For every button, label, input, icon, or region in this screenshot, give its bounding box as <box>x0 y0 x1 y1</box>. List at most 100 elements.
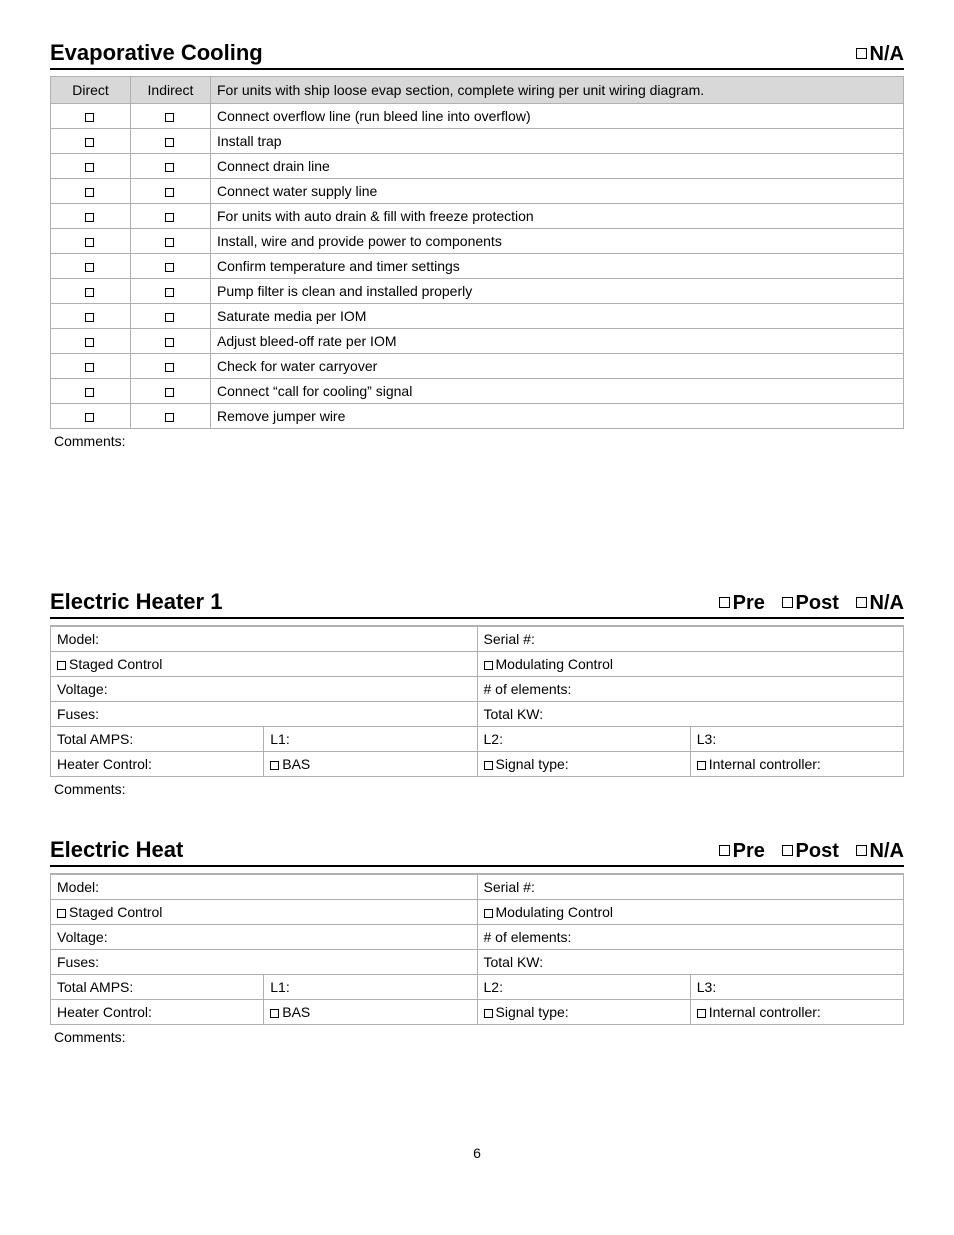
checkbox-direct-cell[interactable] <box>51 329 131 354</box>
field-bas[interactable]: BAS <box>264 1000 477 1025</box>
checkbox-indirect[interactable] <box>165 413 174 422</box>
field-serial[interactable]: Serial #: <box>477 874 904 900</box>
checkbox-staged[interactable] <box>57 661 66 670</box>
checkbox-direct[interactable] <box>85 313 94 322</box>
field-fuses[interactable]: Fuses: <box>51 702 478 727</box>
field-staged[interactable]: Staged Control <box>51 900 478 925</box>
checkbox-direct-cell[interactable] <box>51 279 131 304</box>
checkbox-na[interactable] <box>856 597 867 608</box>
checkbox-internal-controller[interactable] <box>697 761 706 770</box>
field-modulating[interactable]: Modulating Control <box>477 900 904 925</box>
field-l1[interactable]: L1: <box>264 727 477 752</box>
checkbox-modulating[interactable] <box>484 909 493 918</box>
field-voltage[interactable]: Voltage: <box>51 677 478 702</box>
checkbox-direct-cell[interactable] <box>51 229 131 254</box>
checkbox-signal-type[interactable] <box>484 1009 493 1018</box>
checkbox-internal-controller[interactable] <box>697 1009 706 1018</box>
field-l2[interactable]: L2: <box>477 975 690 1000</box>
checkbox-indirect-cell[interactable] <box>131 379 211 404</box>
field-l3[interactable]: L3: <box>690 975 903 1000</box>
checkbox-direct[interactable] <box>85 288 94 297</box>
checkbox-indirect-cell[interactable] <box>131 254 211 279</box>
field-elements[interactable]: # of elements: <box>477 925 904 950</box>
field-voltage[interactable]: Voltage: <box>51 925 478 950</box>
checkbox-indirect[interactable] <box>165 288 174 297</box>
field-total-amps[interactable]: Total AMPS: <box>51 727 264 752</box>
checkbox-direct[interactable] <box>85 138 94 147</box>
checkbox-indirect[interactable] <box>165 313 174 322</box>
field-internal-controller[interactable]: Internal controller: <box>690 752 903 777</box>
field-modulating[interactable]: Modulating Control <box>477 652 904 677</box>
field-bas[interactable]: BAS <box>264 752 477 777</box>
checkbox-na[interactable] <box>856 48 867 59</box>
checkbox-direct[interactable] <box>85 238 94 247</box>
checkbox-indirect-cell[interactable] <box>131 329 211 354</box>
checkbox-direct-cell[interactable] <box>51 404 131 429</box>
field-model[interactable]: Model: <box>51 626 478 652</box>
checkbox-direct-cell[interactable] <box>51 104 131 129</box>
checkbox-indirect[interactable] <box>165 213 174 222</box>
field-total-amps[interactable]: Total AMPS: <box>51 975 264 1000</box>
checkbox-indirect-cell[interactable] <box>131 404 211 429</box>
checkbox-direct-cell[interactable] <box>51 204 131 229</box>
field-l1[interactable]: L1: <box>264 975 477 1000</box>
checkbox-direct[interactable] <box>85 213 94 222</box>
checkbox-post[interactable] <box>782 597 793 608</box>
checkbox-indirect-cell[interactable] <box>131 204 211 229</box>
checkbox-na[interactable] <box>856 845 867 856</box>
field-l2[interactable]: L2: <box>477 727 690 752</box>
field-staged[interactable]: Staged Control <box>51 652 478 677</box>
checkbox-modulating[interactable] <box>484 661 493 670</box>
checkbox-indirect-cell[interactable] <box>131 104 211 129</box>
field-total-kw[interactable]: Total KW: <box>477 950 904 975</box>
field-elements[interactable]: # of elements: <box>477 677 904 702</box>
field-l3[interactable]: L3: <box>690 727 903 752</box>
checkbox-indirect[interactable] <box>165 138 174 147</box>
checkbox-direct-cell[interactable] <box>51 354 131 379</box>
checkbox-indirect[interactable] <box>165 163 174 172</box>
field-total-kw[interactable]: Total KW: <box>477 702 904 727</box>
checkbox-direct-cell[interactable] <box>51 304 131 329</box>
checkbox-indirect-cell[interactable] <box>131 154 211 179</box>
checkbox-bas[interactable] <box>270 761 279 770</box>
checkbox-direct[interactable] <box>85 263 94 272</box>
checkbox-indirect[interactable] <box>165 263 174 272</box>
checkbox-indirect-cell[interactable] <box>131 229 211 254</box>
checkbox-indirect-cell[interactable] <box>131 279 211 304</box>
checkbox-direct[interactable] <box>85 163 94 172</box>
checkbox-post[interactable] <box>782 845 793 856</box>
checkbox-indirect[interactable] <box>165 338 174 347</box>
checkbox-indirect[interactable] <box>165 238 174 247</box>
checkbox-direct[interactable] <box>85 413 94 422</box>
field-signal-type[interactable]: Signal type: <box>477 752 690 777</box>
checkbox-pre[interactable] <box>719 597 730 608</box>
field-internal-controller[interactable]: Internal controller: <box>690 1000 903 1025</box>
checkbox-indirect[interactable] <box>165 113 174 122</box>
field-heater-control[interactable]: Heater Control: <box>51 1000 264 1025</box>
checkbox-direct-cell[interactable] <box>51 179 131 204</box>
checkbox-indirect[interactable] <box>165 363 174 372</box>
field-model[interactable]: Model: <box>51 874 478 900</box>
field-signal-type[interactable]: Signal type: <box>477 1000 690 1025</box>
checkbox-direct-cell[interactable] <box>51 254 131 279</box>
checkbox-indirect-cell[interactable] <box>131 354 211 379</box>
checkbox-direct[interactable] <box>85 113 94 122</box>
checkbox-signal-type[interactable] <box>484 761 493 770</box>
checkbox-direct-cell[interactable] <box>51 129 131 154</box>
checkbox-indirect[interactable] <box>165 388 174 397</box>
field-serial[interactable]: Serial #: <box>477 626 904 652</box>
checkbox-indirect-cell[interactable] <box>131 129 211 154</box>
checkbox-direct[interactable] <box>85 363 94 372</box>
checkbox-staged[interactable] <box>57 909 66 918</box>
checkbox-bas[interactable] <box>270 1009 279 1018</box>
checkbox-pre[interactable] <box>719 845 730 856</box>
checkbox-direct[interactable] <box>85 388 94 397</box>
checkbox-indirect-cell[interactable] <box>131 179 211 204</box>
checkbox-direct-cell[interactable] <box>51 154 131 179</box>
checkbox-direct[interactable] <box>85 338 94 347</box>
field-heater-control[interactable]: Heater Control: <box>51 752 264 777</box>
checkbox-direct-cell[interactable] <box>51 379 131 404</box>
checkbox-indirect-cell[interactable] <box>131 304 211 329</box>
checkbox-indirect[interactable] <box>165 188 174 197</box>
checkbox-direct[interactable] <box>85 188 94 197</box>
